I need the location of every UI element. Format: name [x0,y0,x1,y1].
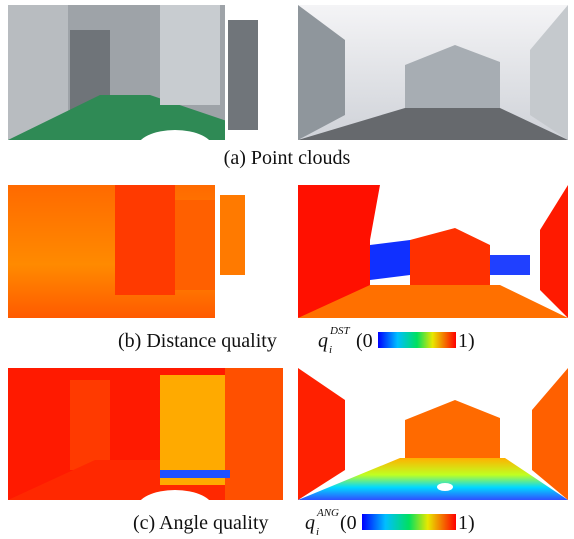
image-angle-industrial [8,368,283,526]
symbol: q [318,330,328,352]
image-distance-industrial [8,185,283,318]
subscript: i [329,344,332,356]
caption: (b) Distance quality q i DST (0 1) [118,325,475,356]
image-street [298,5,568,140]
superscript: ANG [316,507,339,519]
subscript: i [316,526,319,538]
caption: (c) Angle quality q i ANG (0 1) [133,507,475,538]
figure: (a) Point clouds (b) Distance quality q … [0,0,574,539]
superscript: DST [329,325,350,337]
colorbar [362,514,456,530]
symbol: q [305,512,315,534]
scale-min: (0 [340,512,357,534]
caption-text: (c) Angle quality [133,512,269,534]
image-distance-street [298,185,568,318]
image-industrial [8,5,283,166]
scale-max: 1) [458,512,475,534]
colorbar [378,332,456,348]
scale-min: (0 [356,330,373,352]
caption: (a) Point clouds [224,147,351,169]
image-angle-street [298,368,568,500]
scale-max: 1) [458,330,475,352]
caption-text: (b) Distance quality [118,330,277,352]
